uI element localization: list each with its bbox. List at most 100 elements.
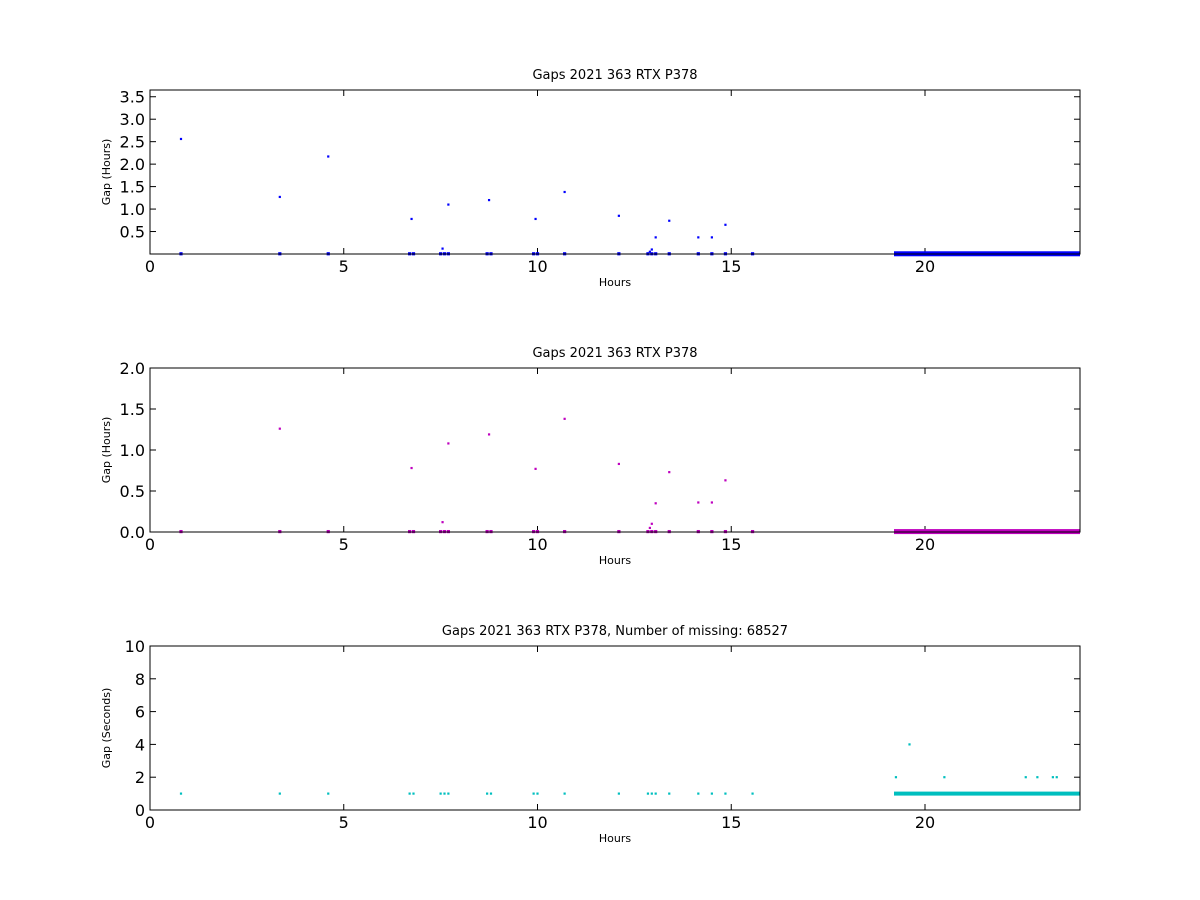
chart-title: Gaps 2021 363 RTX P378, Number of missin…: [442, 624, 788, 639]
data-point: [908, 743, 911, 746]
dense-point-band: [894, 791, 1080, 796]
x-tick-label: 20: [915, 535, 935, 554]
data-point: [447, 203, 450, 206]
plot-frame: [149, 367, 1081, 533]
data-point: [617, 792, 620, 795]
data-point: [650, 522, 653, 525]
y-tick-label: 1.5: [120, 400, 145, 419]
x-tick-label: 5: [339, 535, 349, 554]
data-point: [532, 792, 535, 795]
data-point: [439, 792, 442, 795]
x-tick-label: 15: [721, 813, 741, 832]
data-point: [710, 792, 713, 795]
y-tick-label: 1.5: [120, 178, 145, 197]
data-point: [697, 792, 700, 795]
data-point: [278, 792, 281, 795]
data-point: [489, 792, 493, 795]
x-tick-label: 15: [721, 257, 741, 276]
data-point: [278, 427, 281, 430]
data-point: [534, 467, 537, 470]
x-tick-label: 20: [915, 813, 935, 832]
data-point: [327, 792, 330, 795]
y-tick-label: 3.5: [120, 88, 145, 107]
data-point: [654, 236, 657, 239]
data-point: [617, 462, 620, 466]
y-tick-label: 3.0: [120, 110, 145, 129]
data-point: [654, 502, 657, 505]
data-point: [648, 526, 651, 529]
data-point: [408, 792, 411, 795]
data-point: [724, 479, 727, 482]
x-tick-label: 10: [527, 535, 547, 554]
data-point: [486, 792, 489, 795]
data-point: [697, 501, 700, 504]
data-point: [447, 792, 450, 795]
data-point: [278, 195, 281, 199]
chart-panel-1: Gaps 2021 363 RTX P378 Hours Gap (Hours) 0 5…: [100, 68, 1081, 289]
data-point: [1024, 776, 1027, 779]
data-point: [441, 247, 444, 250]
data-point: [697, 236, 700, 239]
data-point: [650, 248, 653, 251]
y-tick-label: 6: [135, 703, 145, 722]
x-tick-label: 0: [145, 535, 155, 554]
chart-panel-2: Gaps 2021 363 RTX P378 Hours Gap (Hours) 0 5…: [100, 346, 1081, 567]
y-tick-label: 0.5: [120, 223, 145, 242]
y-tick-label: 0: [135, 801, 145, 820]
plot-frame: [149, 645, 1081, 811]
x-tick-label: 0: [145, 813, 155, 832]
data-point: [563, 417, 566, 420]
x-tick-label: 5: [339, 813, 349, 832]
data-point: [487, 198, 491, 202]
x-tick-label: 10: [527, 257, 547, 276]
data-point: [487, 433, 491, 436]
data-point: [447, 442, 450, 445]
chart-title: Gaps 2021 363 RTX P378: [532, 68, 697, 83]
x-axis-label: Hours: [599, 832, 631, 845]
data-point: [179, 792, 183, 795]
data-point: [668, 471, 671, 474]
data-point: [410, 466, 413, 470]
data-point: [412, 792, 415, 795]
data-point: [943, 776, 946, 779]
x-tick-label: 15: [721, 535, 741, 554]
data-point: [724, 792, 727, 795]
data-point: [179, 137, 183, 141]
y-axis-label: Gap (Hours): [100, 139, 113, 206]
data-point: [563, 792, 566, 795]
data-point: [710, 236, 713, 239]
data-point: [410, 217, 413, 221]
data-point: [894, 776, 898, 779]
data-point: [668, 792, 671, 795]
y-tick-label: 1.0: [120, 200, 145, 219]
y-tick-label: 2: [135, 768, 145, 787]
chart-panel-3: Gaps 2021 363 RTX P378, Number of missin…: [100, 624, 1081, 845]
data-point: [650, 792, 653, 795]
y-tick-label: 4: [135, 735, 145, 754]
x-tick-label: 20: [915, 257, 935, 276]
data-point: [648, 250, 651, 253]
data-point: [1051, 776, 1054, 779]
y-axis-label: Gap (Seconds): [100, 688, 113, 769]
x-axis-label: Hours: [599, 276, 631, 289]
data-point: [441, 521, 444, 524]
data-point: [710, 501, 713, 504]
data-point: [536, 792, 539, 795]
x-tick-label: 5: [339, 257, 349, 276]
data-point: [1036, 776, 1039, 779]
data-point: [563, 190, 566, 194]
y-tick-label: 10: [125, 637, 145, 656]
data-point: [617, 214, 620, 217]
chart-title: Gaps 2021 363 RTX P378: [532, 346, 697, 361]
x-axis-label: Hours: [599, 554, 631, 567]
y-tick-label: 8: [135, 670, 145, 689]
y-axis-label: Gap (Hours): [100, 417, 113, 484]
plot-frame: [149, 89, 1081, 255]
data-point: [1055, 776, 1058, 779]
x-tick-label: 0: [145, 257, 155, 276]
data-point: [668, 219, 671, 222]
x-tick-label: 10: [527, 813, 547, 832]
y-tick-label: 1.0: [120, 441, 145, 460]
y-tick-label: 2.0: [120, 155, 145, 174]
